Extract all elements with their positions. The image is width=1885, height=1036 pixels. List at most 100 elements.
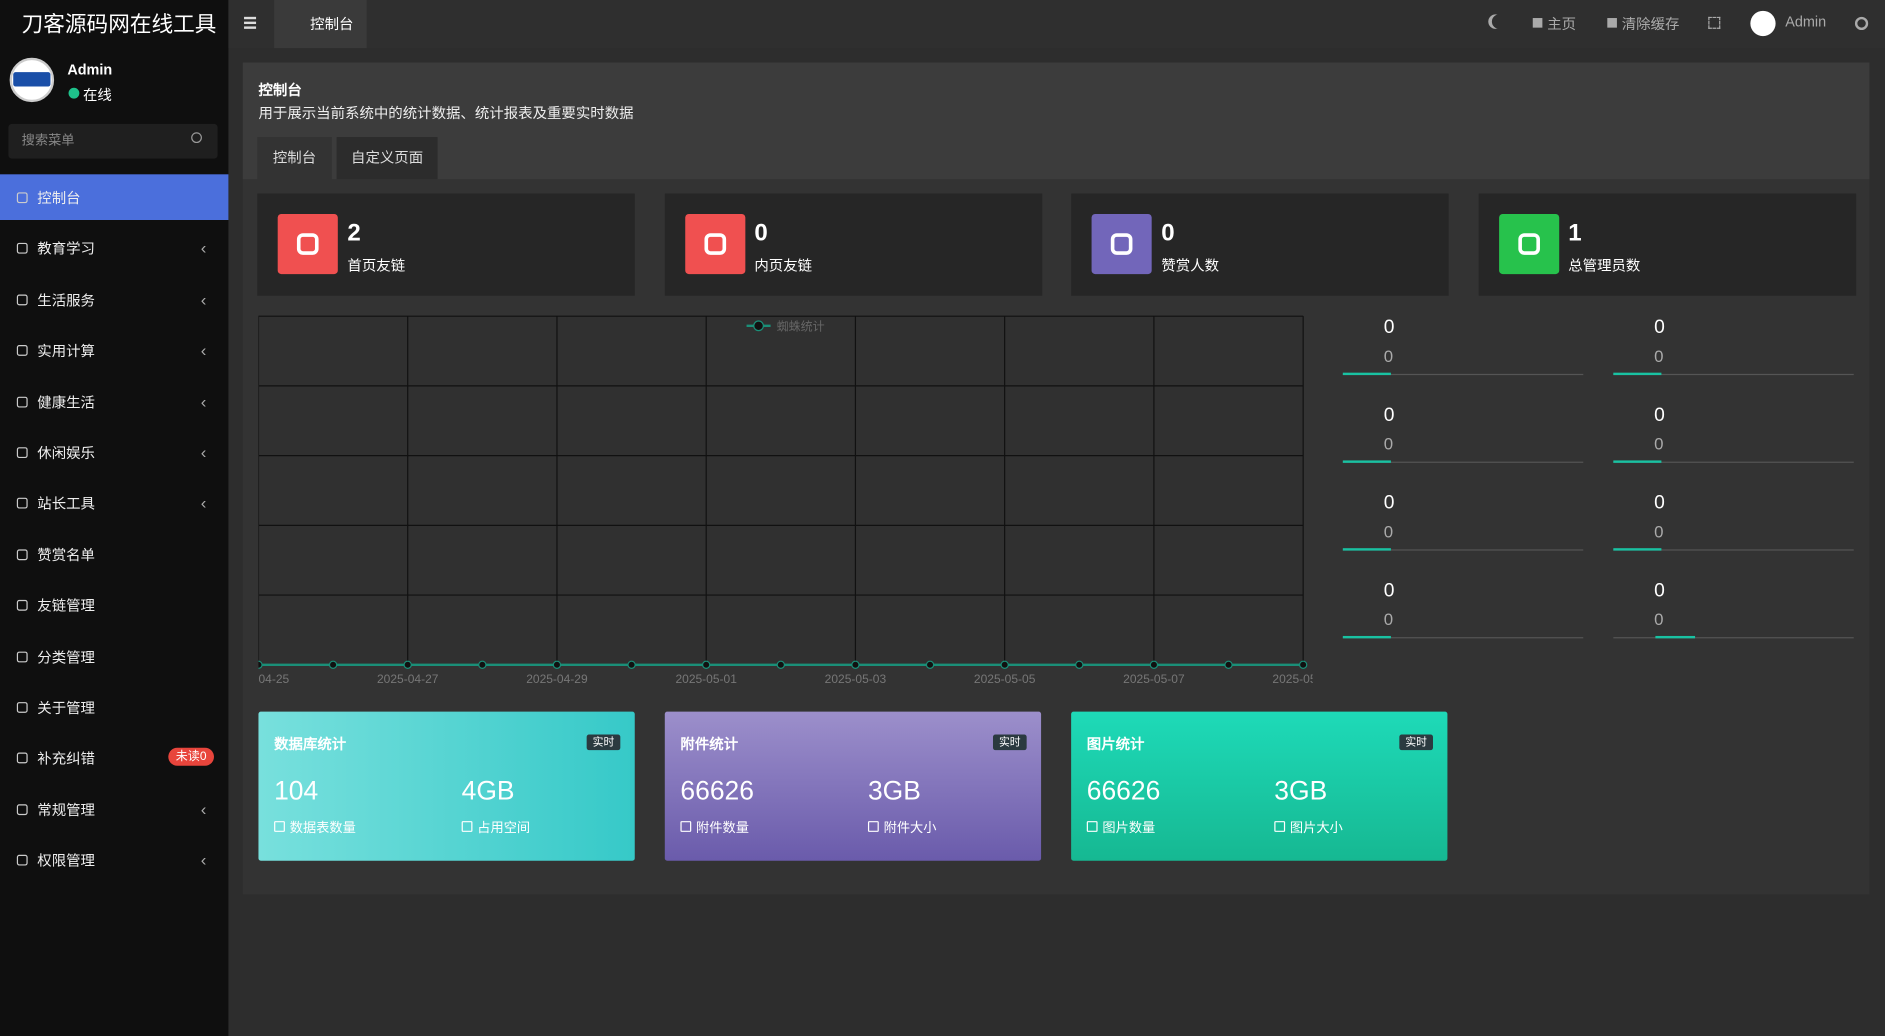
stat-value: 0 <box>1161 219 1175 247</box>
data-point <box>478 660 487 670</box>
chart-area: 2025-04-25 2025-04-27 2025-04-29 2025-05-01… <box>228 315 1334 686</box>
settings-icon <box>1854 16 1869 31</box>
menu-label: 分类管理 <box>37 648 95 666</box>
panel-item-label: 图片数量 <box>1102 821 1156 836</box>
menu-arrow: ‹ <box>200 850 207 870</box>
x-tick-label: 2025-05-03 <box>825 672 887 686</box>
menu-toggle[interactable] <box>244 16 257 20</box>
data-point <box>328 660 338 670</box>
mini-value: 0 <box>1654 492 1665 514</box>
mini-progress <box>1342 372 1391 376</box>
panel-item-label: 占用空间 <box>477 821 531 836</box>
mini-value: 0 <box>1383 580 1395 602</box>
menu-badge: 未读0 <box>168 748 214 767</box>
menu-label: 权限管理 <box>37 852 95 870</box>
menu-icon <box>16 702 28 713</box>
menu-label: 友链管理 <box>37 597 95 615</box>
menu-icon <box>16 804 28 815</box>
top-user[interactable]: Admin <box>1785 13 1827 31</box>
menu-label: 补充纠错 <box>37 750 95 768</box>
avatar-mark <box>13 72 51 87</box>
stat-icon-glyph <box>1110 233 1133 255</box>
mini-track <box>1613 637 1854 639</box>
stat-icon <box>277 213 338 275</box>
data-point <box>552 660 562 670</box>
data-point <box>627 660 636 670</box>
mini-sub: 0 <box>1654 521 1664 541</box>
panel-item-label: 图片大小 <box>1289 821 1343 836</box>
mini-value: 0 <box>1383 405 1395 426</box>
panel-item-icon <box>461 821 473 832</box>
status-dot <box>68 87 80 99</box>
menu-label: 关于管理 <box>37 699 95 717</box>
stat-icon-glyph <box>1517 233 1540 255</box>
panel-value: 66626 <box>680 775 754 806</box>
content-tab[interactable]: 自定义页面 <box>336 137 438 180</box>
menu-label: 站长工具 <box>37 495 95 513</box>
mini-progress <box>1342 548 1391 551</box>
menu-arrow: ‹ <box>200 289 207 309</box>
stat-icon-glyph <box>296 233 319 255</box>
data-point <box>403 660 412 670</box>
data-point <box>701 660 711 670</box>
menu-arrow: ‹ <box>200 799 207 819</box>
mini-value: 0 <box>1654 405 1665 426</box>
mini-track <box>1342 373 1584 376</box>
mini-sub: 0 <box>1383 609 1394 629</box>
x-tick-label: 2025-04-25 <box>228 672 290 686</box>
mini-track <box>1613 373 1854 376</box>
menu-label: 控制台 <box>37 189 81 207</box>
menu-icon <box>16 753 28 764</box>
stat-label: 首页友链 <box>347 257 406 275</box>
mini-progress <box>1613 372 1662 376</box>
menu-icon <box>16 345 28 357</box>
stat-icon-glyph <box>703 233 726 255</box>
panel-badge: 实时 <box>586 734 621 751</box>
top-link[interactable]: 清除缓存 <box>1621 15 1680 33</box>
menu-label: 赞赏名单 <box>37 546 95 564</box>
data-point <box>1224 660 1233 670</box>
mini-value: 0 <box>1383 492 1395 514</box>
menu-item[interactable] <box>0 174 229 220</box>
menu-icon <box>16 243 28 255</box>
panel-item-icon <box>1274 821 1286 832</box>
data-point <box>851 660 860 670</box>
mini-sub: 0 <box>1654 346 1664 366</box>
x-tick-label: 2025-05-09 <box>1272 672 1334 686</box>
panel-title: 数据库统计 <box>274 735 347 753</box>
data-point <box>925 660 935 670</box>
menu-arrow: ‹ <box>200 391 207 411</box>
data-point <box>1298 660 1308 670</box>
x-tick-label: 2025-04-29 <box>526 672 588 686</box>
stat-icon <box>1091 213 1152 275</box>
mini-value: 0 <box>1383 317 1395 338</box>
menu-label: 实用计算 <box>37 342 95 360</box>
panel-item-icon <box>867 821 879 832</box>
stat-icon <box>1498 213 1559 275</box>
fullscreen-icon <box>1708 16 1721 29</box>
top-tab[interactable]: 控制台 <box>274 0 367 49</box>
top-link[interactable]: 主页 <box>1547 15 1577 33</box>
panel-item-label: 附件数量 <box>696 821 749 836</box>
menu-icon <box>16 854 28 866</box>
search-icon <box>191 132 202 144</box>
mini-track <box>1342 549 1584 551</box>
menu-icon <box>16 498 28 509</box>
mini-sub: 0 <box>1383 433 1394 454</box>
search-box[interactable]: 搜索菜单 <box>8 123 218 159</box>
info-panel <box>258 711 635 861</box>
menu-icon <box>16 447 28 459</box>
x-tick-label: 2025-05-07 <box>1123 672 1185 686</box>
data-point <box>1075 660 1084 670</box>
mini-sub: 0 <box>1383 346 1394 366</box>
stat-label: 总管理员数 <box>1568 257 1641 275</box>
mini-progress <box>1613 460 1662 463</box>
mini-progress <box>1655 635 1696 639</box>
mini-progress <box>1342 460 1391 463</box>
content-tab[interactable]: 控制台 <box>257 137 332 180</box>
x-tick-label: 2025-05-05 <box>974 672 1036 686</box>
menu-label: 常规管理 <box>37 801 95 819</box>
menu-icon <box>16 294 28 306</box>
stat-label: 内页友链 <box>754 257 813 275</box>
